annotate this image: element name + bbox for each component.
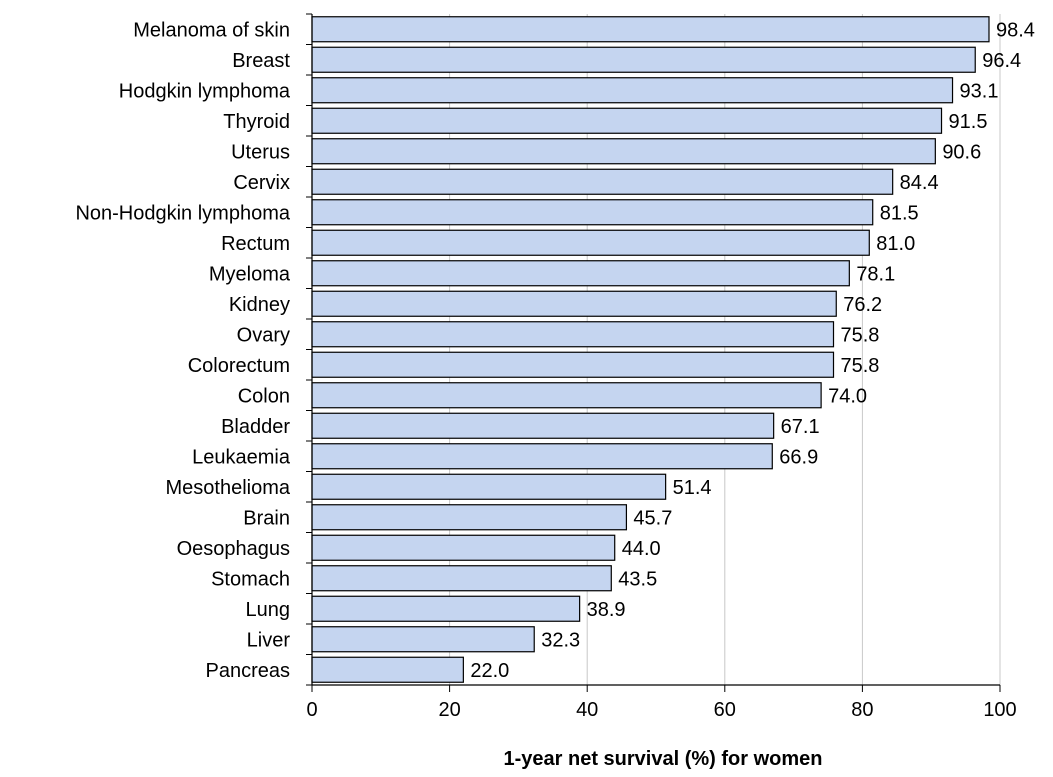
category-label: Pancreas — [206, 660, 291, 682]
bar — [311, 443, 773, 470]
data-label: 76.2 — [843, 294, 882, 316]
category-label: Ovary — [237, 324, 290, 346]
bars — [311, 16, 990, 683]
data-label: 66.9 — [779, 446, 818, 468]
bar — [311, 595, 581, 622]
x-axis-title: 1-year net survival (%) for women — [504, 748, 823, 770]
x-tick-label: 20 — [438, 699, 460, 721]
bar — [311, 656, 464, 683]
data-label: 67.1 — [781, 416, 820, 438]
category-label: Oesophagus — [177, 538, 290, 560]
data-label: 51.4 — [673, 477, 712, 499]
x-tick-label: 100 — [983, 699, 1016, 721]
category-label: Kidney — [229, 294, 290, 316]
category-label: Colorectum — [188, 355, 290, 377]
bar — [311, 412, 775, 439]
data-label: 32.3 — [541, 629, 580, 651]
x-tick-label: 60 — [714, 699, 736, 721]
bar — [311, 473, 667, 500]
bar — [311, 260, 850, 287]
bar — [311, 77, 954, 104]
bar — [311, 107, 943, 134]
bar — [311, 199, 874, 226]
data-label: 84.4 — [900, 172, 939, 194]
data-label: 45.7 — [633, 507, 672, 529]
data-label: 74.0 — [828, 385, 867, 407]
bar — [311, 321, 835, 348]
bar — [311, 46, 976, 73]
data-label: 75.8 — [841, 355, 880, 377]
data-label: 93.1 — [960, 80, 999, 102]
x-tick-label: 80 — [851, 699, 873, 721]
data-label: 43.5 — [618, 568, 657, 590]
category-label: Melanoma of skin — [133, 19, 290, 41]
bar — [311, 229, 870, 256]
category-label: Myeloma — [209, 263, 291, 285]
axes — [306, 13, 1001, 692]
data-label: 38.9 — [587, 599, 626, 621]
category-label: Bladder — [221, 416, 290, 438]
bar — [311, 16, 990, 43]
data-label: 22.0 — [470, 660, 509, 682]
data-label: 81.5 — [880, 202, 919, 224]
category-label: Leukaemia — [192, 446, 291, 468]
category-label: Brain — [243, 507, 290, 529]
category-label: Thyroid — [223, 111, 290, 133]
bar — [311, 382, 822, 409]
category-label: Non-Hodgkin lymphoma — [75, 202, 290, 224]
x-tick-label: 0 — [306, 699, 317, 721]
data-label: 98.4 — [996, 19, 1035, 41]
data-label: 90.6 — [942, 141, 981, 163]
bar — [311, 168, 894, 195]
x-tick-label: 40 — [576, 699, 598, 721]
category-label: Cervix — [233, 172, 290, 194]
category-label: Mesothelioma — [165, 477, 290, 499]
category-label: Breast — [232, 50, 290, 72]
category-label: Uterus — [231, 141, 290, 163]
category-label: Hodgkin lymphoma — [119, 80, 291, 102]
bar — [311, 138, 936, 165]
bar — [311, 534, 616, 561]
category-label: Liver — [247, 629, 291, 651]
data-label: 96.4 — [982, 50, 1021, 72]
bar — [311, 504, 628, 531]
category-label: Lung — [246, 599, 291, 621]
data-label: 44.0 — [622, 538, 661, 560]
category-label: Colon — [238, 385, 290, 407]
bar — [311, 351, 835, 378]
category-label: Rectum — [221, 233, 290, 255]
data-label: 75.8 — [841, 324, 880, 346]
labels: 0 20 40 60 80 100 Melanoma of skin 98.4 Breast 96… — [75, 19, 1034, 721]
category-label: Stomach — [211, 568, 290, 590]
data-label: 81.0 — [876, 233, 915, 255]
data-label: 91.5 — [949, 111, 988, 133]
bar — [311, 290, 837, 317]
data-label: 78.1 — [856, 263, 895, 285]
bar — [311, 565, 612, 592]
bar — [311, 626, 535, 653]
